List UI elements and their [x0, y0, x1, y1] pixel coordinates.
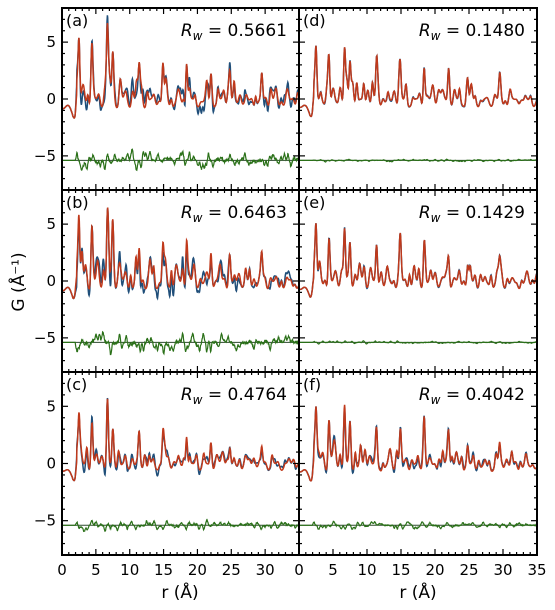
y-tick-label-a-2: 5 — [46, 33, 56, 51]
calculated-curve-b — [62, 207, 299, 300]
x-tick-label-f-6: 30 — [493, 561, 512, 579]
plot-area-c — [62, 397, 299, 533]
y-tick-label-a-0: −5 — [34, 147, 56, 165]
x-tick-label-f-3: 15 — [391, 561, 410, 579]
x-tick-label-f-2: 10 — [357, 561, 376, 579]
panel-c: −5 0 5 0 5 10 15 20 25 30 (c) Rw = 0.4764 — [34, 371, 300, 579]
rw-value-f: Rw = 0.4042 — [419, 385, 525, 407]
panel-label-e: (e) — [303, 193, 325, 212]
panel-f: 0 5 10 15 20 25 30 35 (f) Rw = 0.4042 — [294, 371, 547, 579]
plot-area-d — [299, 45, 537, 163]
difference-curve-e — [299, 340, 537, 345]
rw-value-d: Rw = 0.1480 — [419, 21, 525, 43]
panel-d: (d) Rw = 0.1480 — [298, 7, 538, 191]
y-tick-label-a-1: 0 — [46, 90, 56, 108]
x-tick-label-f-1: 5 — [328, 561, 338, 579]
y-tick-label-c-1: 0 — [46, 455, 56, 473]
x-tick-label-c-4: 20 — [188, 561, 207, 579]
x-tick-label-f-4: 20 — [425, 561, 444, 579]
panel-b: −5 0 5 (b) Rw = 0.6463 — [34, 189, 300, 373]
panel-label-c: (c) — [66, 375, 87, 394]
calculated-curve-a — [62, 22, 299, 119]
plot-area-a — [62, 15, 299, 172]
y-tick-label-c-0: −5 — [34, 512, 56, 530]
y-tick-label-b-2: 5 — [46, 215, 56, 233]
x-tick-label-c-5: 25 — [222, 561, 241, 579]
x-tick-label-f-5: 25 — [459, 561, 478, 579]
observed-curve-e — [299, 223, 537, 298]
observed-curve-c — [62, 397, 299, 482]
x-tick-label-c-1: 5 — [91, 561, 101, 579]
difference-curve-b — [62, 330, 299, 356]
difference-curve-d — [299, 158, 537, 163]
y-tick-label-c-2: 5 — [46, 397, 56, 415]
x-tick-label-c-6: 30 — [256, 561, 275, 579]
y-tick-label-b-1: 0 — [46, 272, 56, 290]
y-axis-label: G (Å⁻¹) — [7, 252, 29, 311]
difference-curve-c — [62, 518, 299, 533]
rw-value-c: Rw = 0.4764 — [181, 385, 287, 407]
panel-label-b: (b) — [66, 193, 89, 212]
panel-label-a: (a) — [66, 11, 88, 30]
panel-a: −5 0 5 (a) Rw = 0.5661 — [34, 7, 300, 191]
x-axis-label-left: r (Å) — [161, 581, 198, 603]
x-tick-label-c-3: 15 — [154, 561, 173, 579]
plot-area-e — [299, 223, 537, 345]
panel-e: (e) Rw = 0.1429 — [298, 189, 538, 373]
calculated-curve-d — [299, 45, 537, 118]
panel-label-f: (f) — [303, 375, 321, 394]
x-axis-label-right: r (Å) — [399, 581, 436, 603]
calculated-curve-f — [299, 404, 537, 482]
y-tick-label-b-0: −5 — [34, 329, 56, 347]
x-tick-label-f-0: 0 — [294, 561, 304, 579]
plot-area-b — [62, 207, 299, 356]
x-tick-label-f-7: 35 — [527, 561, 546, 579]
x-tick-label-c-2: 10 — [120, 561, 139, 579]
difference-curve-a — [62, 148, 299, 172]
rw-value-e: Rw = 0.1429 — [419, 203, 525, 225]
rw-value-b: Rw = 0.6463 — [181, 203, 287, 225]
x-tick-label-c-0: 0 — [57, 561, 67, 579]
plot-area-f — [299, 404, 537, 531]
rw-value-a: Rw = 0.5661 — [181, 21, 287, 43]
calculated-curve-c — [62, 398, 299, 482]
panels-layer: −5 0 5 (a) Rw = 0.5661 (d) Rw = 0.1480 −5 0 5 (b) R… — [34, 7, 547, 579]
calculated-curve-e — [299, 223, 537, 298]
panel-label-d: (d) — [303, 11, 326, 30]
difference-curve-f — [299, 520, 537, 531]
